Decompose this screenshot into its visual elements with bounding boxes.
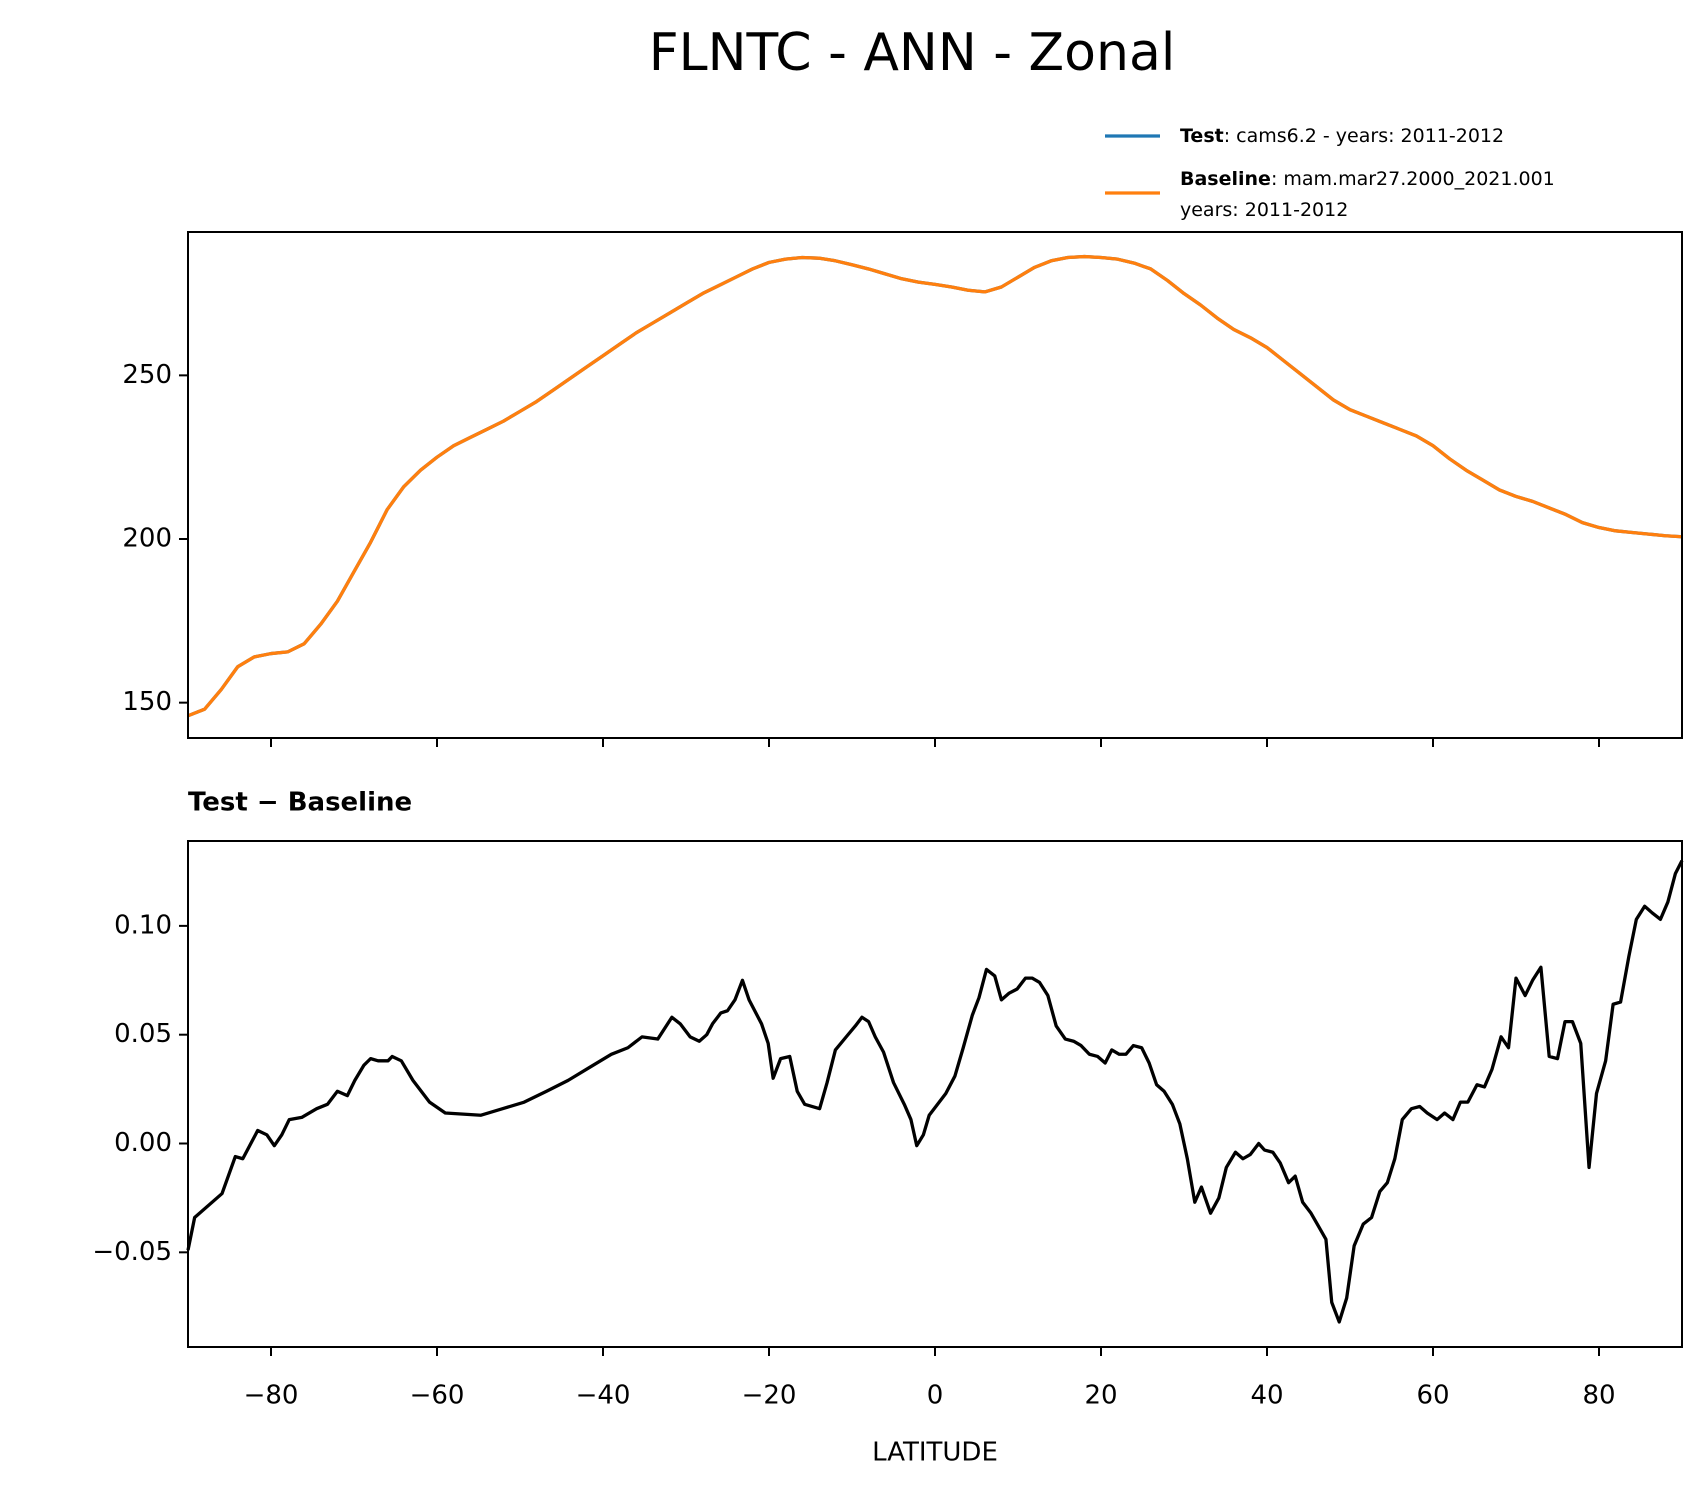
y-tick-label: 150 (122, 687, 172, 717)
x-tick-label: 20 (1084, 1381, 1117, 1411)
legend-detail: : cams6.2 - years: 2011-2012 (1224, 125, 1504, 147)
x-tick-label: −60 (410, 1381, 465, 1411)
y-tick-label: 0.05 (114, 1019, 172, 1049)
x-tick-label: 60 (1416, 1381, 1449, 1411)
legend-detail: : mam.mar27.2000_2021.001 (1271, 168, 1555, 190)
legend-detail: years: 2011-2012 (1180, 199, 1348, 221)
legend-name: Baseline (1180, 168, 1271, 190)
x-tick-label: −20 (742, 1381, 797, 1411)
y-tick-label: 0.00 (114, 1128, 172, 1158)
y-tick-label: 200 (122, 524, 172, 554)
legend-text: Baseline: mam.mar27.2000_2021.001 (1180, 168, 1555, 190)
line-series (187, 254, 1683, 718)
x-tick-label: 0 (927, 1381, 944, 1411)
axes-frame (187, 840, 1683, 1348)
legend-text: years: 2011-2012 (1180, 199, 1348, 221)
y-tick-label: 250 (122, 360, 172, 390)
axes-frame (187, 231, 1683, 739)
y-tick-label: −0.05 (92, 1237, 172, 1267)
y-tick-label: 0.10 (114, 910, 172, 940)
x-tick-label: 80 (1582, 1381, 1615, 1411)
legend-name: Test (1180, 125, 1224, 147)
x-tick-label: 40 (1250, 1381, 1283, 1411)
axes-title: Test − Baseline (188, 788, 412, 818)
x-axis-label: LATITUDE (872, 1438, 998, 1468)
figure-title: FLNTC - ANN - Zonal (649, 23, 1176, 83)
x-tick-label: −80 (244, 1381, 299, 1411)
x-tick-label: −40 (576, 1381, 631, 1411)
legend-text: Test: cams6.2 - years: 2011-2012 (1180, 125, 1504, 147)
line-difference (186, 859, 1684, 1324)
